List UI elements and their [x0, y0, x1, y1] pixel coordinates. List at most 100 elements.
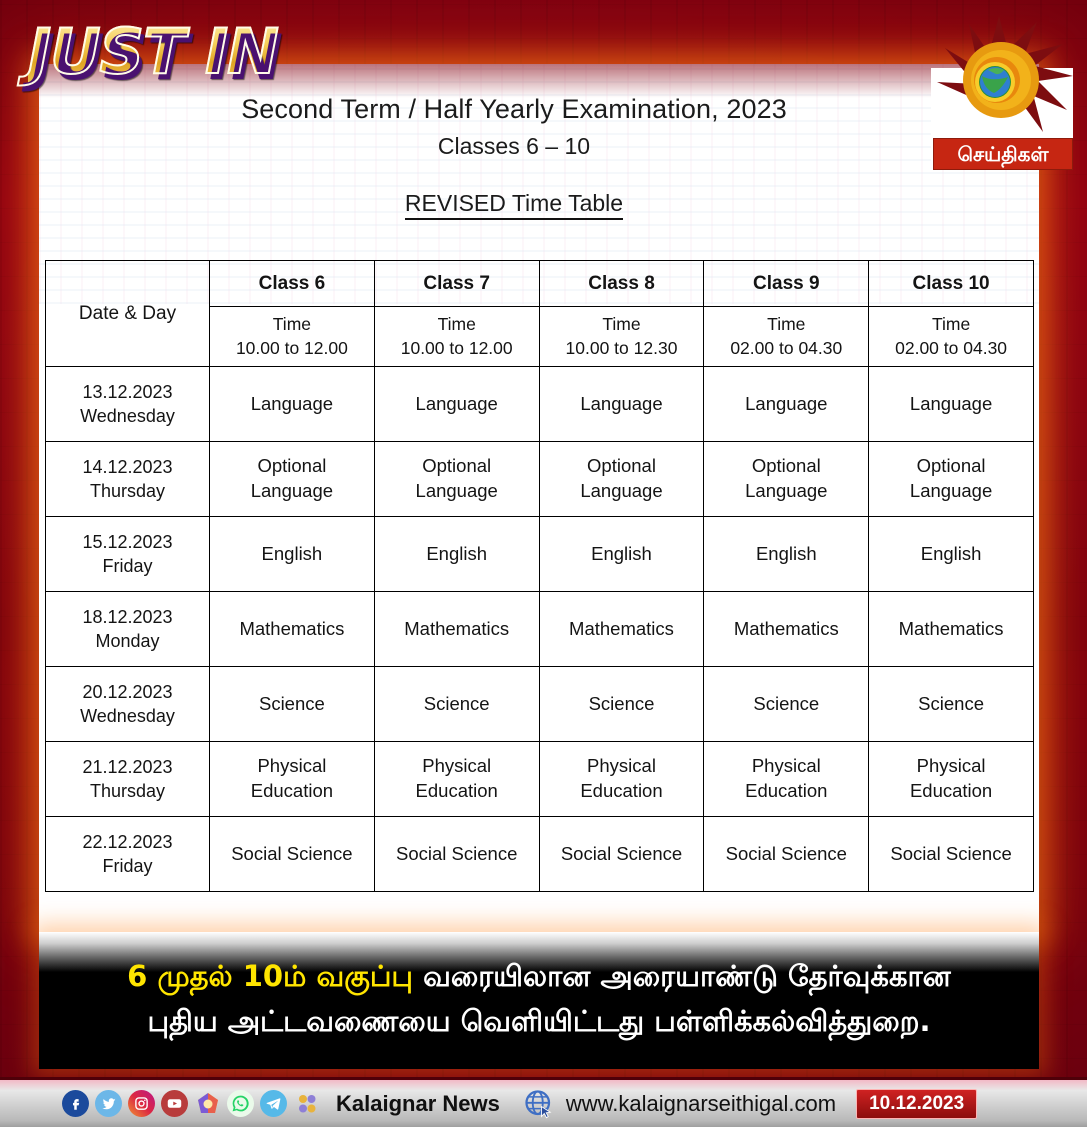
cell-subject-class-8: Physical Education	[538, 741, 705, 817]
cell-subject-class-7: Physical Education	[373, 741, 540, 817]
channel-logo: செய்திகள்	[925, 14, 1077, 170]
time-value: 10.00 to 12.00	[400, 337, 513, 358]
brand-name: Kalaignar News	[336, 1090, 500, 1116]
header-time-class-8: Time 10.00 to 12.30	[538, 306, 705, 367]
twitter-icon[interactable]	[95, 1090, 122, 1117]
just-in-badge: JUST IN	[27, 8, 308, 96]
table-row: 20.12.2023 Wednesday Science Science Science…	[45, 666, 1034, 742]
table-row: 21.12.2023 Thursday Physical Education Physi…	[45, 741, 1034, 817]
caption-line-1: 6 முதல் 10ம் வகுப்பு வரையிலான அரையாண்டு …	[39, 954, 1039, 999]
subject-text: Science	[753, 692, 820, 714]
subject-text: Optional	[751, 455, 821, 477]
cell-date-day: 15.12.2023 Friday	[45, 516, 210, 592]
subject-text: Optional	[422, 455, 492, 477]
document-heading: Second Term / Half Yearly Examination, 2…	[99, 94, 929, 220]
day-value: Friday	[102, 556, 153, 576]
subject-text: Mathematics	[404, 617, 510, 639]
caption-line-2: புதிய அட்டவணையை வெளியிட்டது பள்ளிக்கல்வி…	[147, 1003, 931, 1038]
subject-text: Language	[250, 392, 334, 414]
header-time-class-7: Time 10.00 to 12.00	[373, 306, 540, 367]
timetable: Date & Day Class 6 Class 7 Class 8 Class…	[45, 259, 1034, 892]
youtube-icon[interactable]	[161, 1090, 188, 1117]
table-row: 18.12.2023 Monday Mathematics Mathematics Ma…	[45, 591, 1034, 667]
just-in-label: JUST IN	[27, 8, 308, 96]
subject-text: Science	[423, 692, 490, 714]
cell-subject-class-7: Science	[373, 666, 540, 742]
subject-text: Mathematics	[239, 617, 345, 639]
koo-icon[interactable]	[194, 1090, 221, 1117]
subject-text: Education	[745, 780, 828, 801]
subject-text: Physical	[422, 755, 492, 777]
subject-text: English	[261, 542, 323, 564]
cell-subject-class-9: Optional Language	[703, 441, 870, 517]
cell-subject-class-10: Physical Education	[868, 741, 1034, 817]
table-row: 15.12.2023 Friday English English English Eng…	[45, 516, 1034, 592]
date-value: 20.12.2023	[82, 681, 173, 702]
cell-subject-class-10: English	[868, 516, 1034, 592]
subject-text: Optional	[916, 455, 986, 477]
time-label: Time	[931, 314, 971, 335]
cell-date-day: 22.12.2023 Friday	[45, 816, 210, 892]
cell-subject-class-6: Mathematics	[209, 591, 375, 667]
header-row-classes: Date & Day Class 6 Class 7 Class 8 Class…	[45, 259, 1034, 367]
subject-text: Social Science	[231, 842, 353, 864]
cell-subject-class-6: Science	[209, 666, 375, 742]
day-value: Thursday	[89, 781, 166, 801]
header-class-6: Class 6	[209, 259, 375, 308]
cell-subject-class-9: Mathematics	[703, 591, 870, 667]
subject-text: Mathematics	[569, 617, 674, 639]
subject-text: Language	[415, 480, 498, 501]
time-value: 10.00 to 12.00	[235, 337, 348, 358]
subject-text: Language	[415, 392, 498, 414]
header-date-day: Date & Day	[45, 260, 210, 367]
cell-subject-class-8: Language	[538, 366, 705, 442]
header-class-10: Class 10	[868, 259, 1034, 308]
cell-subject-class-8: Science	[538, 666, 705, 742]
dailyhunt-icon[interactable]	[293, 1090, 320, 1117]
instagram-icon[interactable]	[128, 1090, 155, 1117]
publish-date-badge: 10.12.2023	[856, 1088, 978, 1119]
subject-text: Physical	[916, 755, 986, 777]
page-title: Second Term / Half Yearly Examination, 2…	[241, 94, 787, 124]
time-label: Time	[602, 314, 641, 335]
date-value: 13.12.2023	[82, 381, 173, 402]
table-row: 13.12.2023 Wednesday Language Language Langu…	[45, 366, 1034, 442]
timetable-wrapper: Date & Day Class 6 Class 7 Class 8 Class…	[45, 259, 1034, 892]
header-time-class-6: Time 10.00 to 12.00	[209, 306, 375, 367]
cell-subject-class-9: Physical Education	[703, 741, 870, 817]
day-value: Thursday	[89, 481, 166, 501]
date-value: 14.12.2023	[82, 456, 173, 477]
subject-text: Science	[918, 692, 984, 714]
cell-subject-class-10: Optional Language	[868, 441, 1034, 517]
day-value: Wednesday	[80, 406, 175, 426]
caption-text: 6 முதல் 10ம் வகுப்பு வரையிலான அரையாண்டு …	[39, 954, 1039, 1044]
cell-subject-class-6: English	[209, 516, 375, 592]
subject-text: Social Science	[560, 842, 683, 864]
time-label: Time	[767, 314, 806, 335]
subject-text: English	[591, 542, 652, 564]
facebook-icon[interactable]	[62, 1090, 89, 1117]
cell-date-day: 13.12.2023 Wednesday	[45, 366, 210, 442]
website-url[interactable]: www.kalaignarseithigal.com	[565, 1090, 837, 1116]
cell-subject-class-10: Social Science	[868, 816, 1034, 892]
whatsapp-icon[interactable]	[227, 1090, 254, 1117]
cell-date-day: 21.12.2023 Thursday	[45, 741, 210, 817]
cell-subject-class-7: English	[373, 516, 540, 592]
subject-text: English	[755, 542, 817, 564]
subject-text: Social Science	[396, 842, 518, 864]
cell-subject-class-10: Science	[868, 666, 1034, 742]
header-class-7: Class 7	[373, 259, 540, 308]
telegram-icon[interactable]	[260, 1090, 287, 1117]
sunburst-globe-icon	[937, 16, 1073, 132]
caption-highlight: 6 முதல் 10ம் வகுப்பு	[127, 959, 414, 993]
cell-date-day: 20.12.2023 Wednesday	[45, 666, 210, 742]
cell-subject-class-7: Mathematics	[373, 591, 540, 667]
subject-text: Science	[258, 692, 325, 714]
subject-text: Social Science	[725, 842, 847, 864]
subject-text: Physical	[587, 755, 656, 777]
cell-subject-class-7: Social Science	[373, 816, 540, 892]
cell-subject-class-9: Language	[703, 366, 870, 442]
header-class-9: Class 9	[703, 259, 870, 308]
header-time-class-9: Time 02.00 to 04.30	[703, 306, 870, 367]
subject-text: Education	[415, 780, 498, 801]
